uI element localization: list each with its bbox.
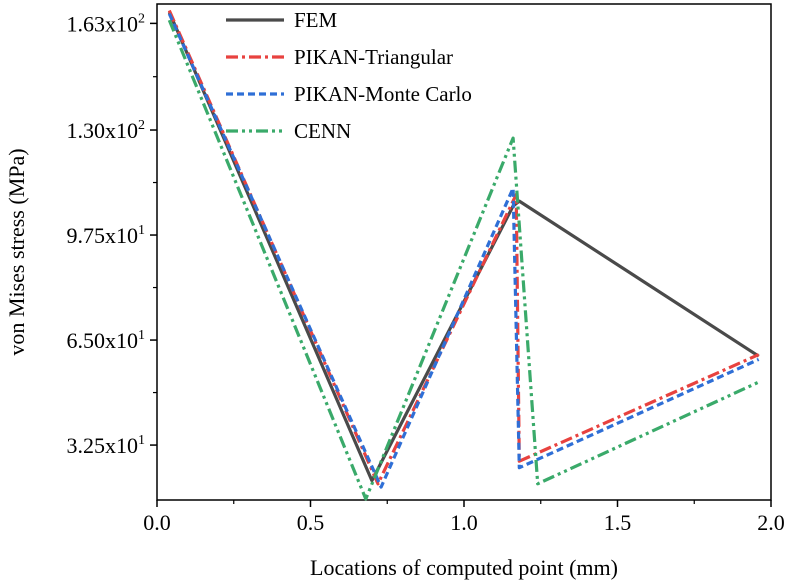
plot-frame <box>156 3 772 501</box>
series-layer <box>167 9 760 501</box>
x-tick-label: 1.5 <box>604 510 632 535</box>
x-axis-label: Locations of computed point (mm) <box>310 555 618 580</box>
legend-label: FEM <box>294 8 338 32</box>
y-axis-label: von Mises stress (MPa) <box>4 148 29 355</box>
y-tick-label: 9.75x101 <box>67 223 146 248</box>
y-tick-label: 6.50x101 <box>67 328 146 353</box>
x-axis-ticks: 0.0 0.5 1.0 1.5 2.0 <box>143 500 785 535</box>
x-tick-label: 0.5 <box>297 510 325 535</box>
y-axis-ticks: 3.25x101 6.50x101 9.75x101 1.30x102 1.63x102 <box>67 11 157 458</box>
series-line-cenn <box>167 19 760 501</box>
y-tick-label: 3.25x101 <box>67 433 146 458</box>
legend-label: PIKAN-Triangular <box>294 45 453 69</box>
legend-label: PIKAN-Monte Carlo <box>294 82 472 106</box>
legend-label: CENN <box>294 119 351 143</box>
legend: FEM PIKAN-Triangular PIKAN-Monte Carlo CENN <box>226 8 472 143</box>
x-tick-label: 0.0 <box>143 510 171 535</box>
y-tick-label: 1.63x102 <box>67 11 146 36</box>
y-tick-label: 1.30x102 <box>67 118 146 143</box>
series-line-pikan-monte-carlo <box>167 13 760 489</box>
x-tick-label: 2.0 <box>757 510 785 535</box>
x-tick-label: 1.0 <box>450 510 478 535</box>
